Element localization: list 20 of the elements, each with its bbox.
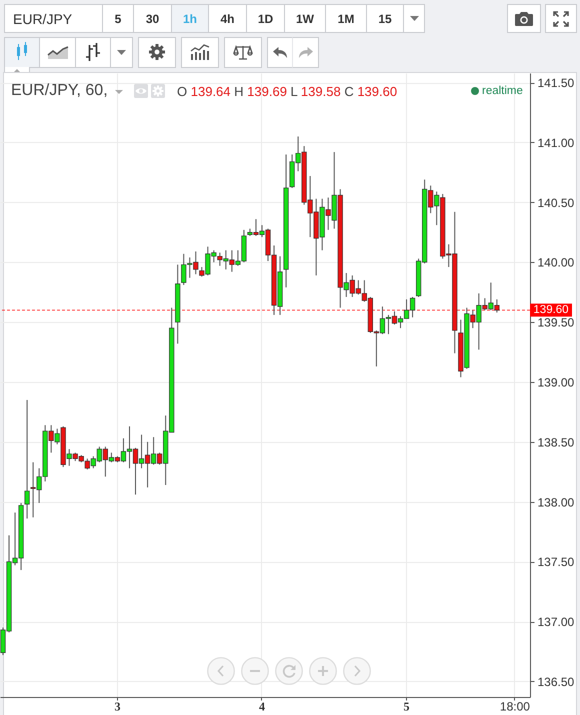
y-tick-label: 141.00 <box>538 136 575 150</box>
x-tick-label: 4 <box>258 700 265 714</box>
y-tick-label: 137.50 <box>538 555 575 570</box>
y-tick-label: 138.50 <box>538 435 575 450</box>
x-tick-label: 5 <box>404 700 410 714</box>
y-tick-label: 140.00 <box>538 256 575 270</box>
y-tick-label: 139.00 <box>538 376 575 390</box>
y-tick-label: 140.50 <box>538 196 575 210</box>
y-tick-label: 139.50 <box>538 316 575 330</box>
text: O 139.64 H 139.69 L 139.58 C 139.60 <box>177 84 398 99</box>
ref-line-label: 139.60 <box>533 304 569 316</box>
y-tick-label: 136.50 <box>538 674 575 689</box>
y-tick-label: 138.00 <box>538 495 575 510</box>
y-tick-label: 141.50 <box>538 76 575 90</box>
x-tick-label: 18:00 <box>500 700 530 714</box>
y-tick-label: 137.00 <box>538 615 575 630</box>
text: EUR/JPY, 60, <box>11 82 108 100</box>
candlestick <box>24 399 30 520</box>
annotation: realtime <box>482 85 523 98</box>
x-tick-label: 3 <box>114 700 120 714</box>
